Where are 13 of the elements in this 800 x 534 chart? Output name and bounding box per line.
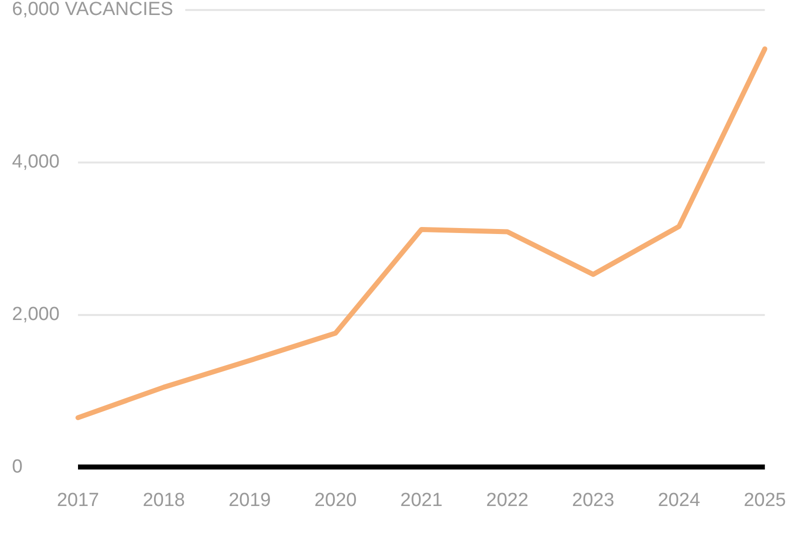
y-tick-label: 0 bbox=[12, 456, 23, 478]
x-tick-label: 2019 bbox=[228, 490, 271, 511]
y-tick-label: 2,000 bbox=[12, 304, 60, 326]
x-tick-label: 2021 bbox=[400, 490, 443, 511]
x-tick-label: 2025 bbox=[744, 490, 786, 511]
x-tick-label: 2024 bbox=[658, 490, 701, 511]
x-tick-label: 2017 bbox=[56, 490, 100, 511]
y-tick-label: 6,000 VACANCIES bbox=[12, 0, 174, 20]
x-tick-label: 2022 bbox=[486, 490, 528, 511]
x-tick-label: 2020 bbox=[314, 490, 357, 511]
y-tick-label: 4,000 bbox=[12, 152, 60, 173]
x-tick-label: 2018 bbox=[142, 490, 185, 511]
x-tick-label: 2023 bbox=[572, 490, 614, 511]
